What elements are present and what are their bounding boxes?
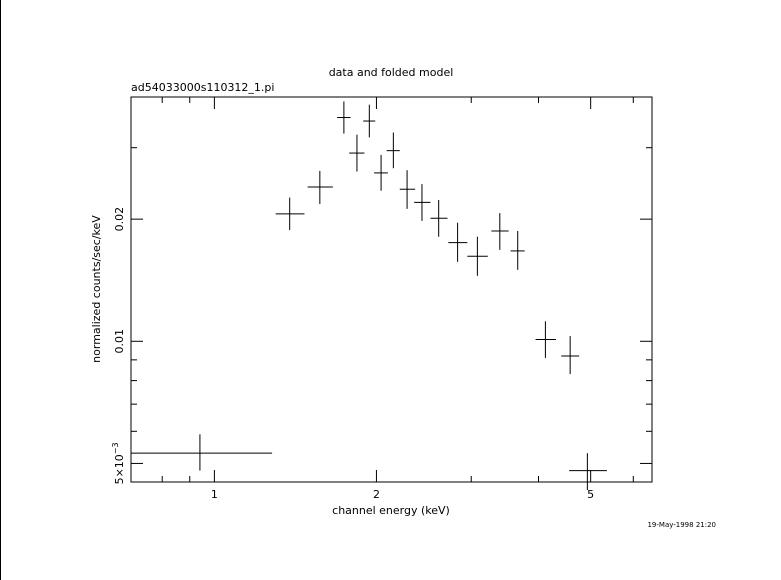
- data-point: [275, 197, 305, 231]
- data-point: [467, 236, 488, 276]
- data-point: [561, 336, 580, 375]
- left-border: [0, 0, 1, 580]
- data-point: [363, 104, 376, 138]
- x-tick-label: 1: [211, 488, 218, 501]
- timestamp: 19-May-1998 21:20: [647, 521, 716, 529]
- data-point: [386, 132, 400, 169]
- data-points: [131, 101, 607, 491]
- data-point: [430, 199, 448, 237]
- data-point: [337, 101, 351, 134]
- data-point: [569, 453, 607, 491]
- y-axis-label: normalized counts/sec/keV: [90, 215, 103, 363]
- data-point: [374, 154, 388, 191]
- data-point: [510, 230, 525, 270]
- y-tick-label: 5×10−3: [111, 442, 126, 484]
- data-point: [131, 434, 273, 471]
- chart-title: data and folded model: [329, 66, 454, 79]
- axis-ticks: [130, 96, 652, 482]
- data-point: [414, 184, 431, 221]
- tick-labels: 1 2 5 5×10−3 0.01 0.02: [111, 207, 594, 501]
- data-point: [399, 170, 416, 209]
- data-point: [535, 321, 556, 358]
- data-point: [349, 134, 365, 172]
- x-tick-label: 2: [373, 488, 380, 501]
- plot-frame: [130, 96, 653, 483]
- data-point: [448, 222, 468, 262]
- y-tick-label: 0.02: [113, 207, 126, 232]
- data-point: [307, 170, 333, 204]
- x-axis-label: channel energy (keV): [332, 504, 450, 517]
- y-tick-label: 0.01: [113, 329, 126, 354]
- y-tick-exponent: −3: [111, 442, 120, 454]
- data-point: [491, 213, 509, 250]
- chart-subtitle: ad54033000s110312_1.pi: [131, 81, 274, 94]
- x-tick-label: 5: [587, 488, 594, 501]
